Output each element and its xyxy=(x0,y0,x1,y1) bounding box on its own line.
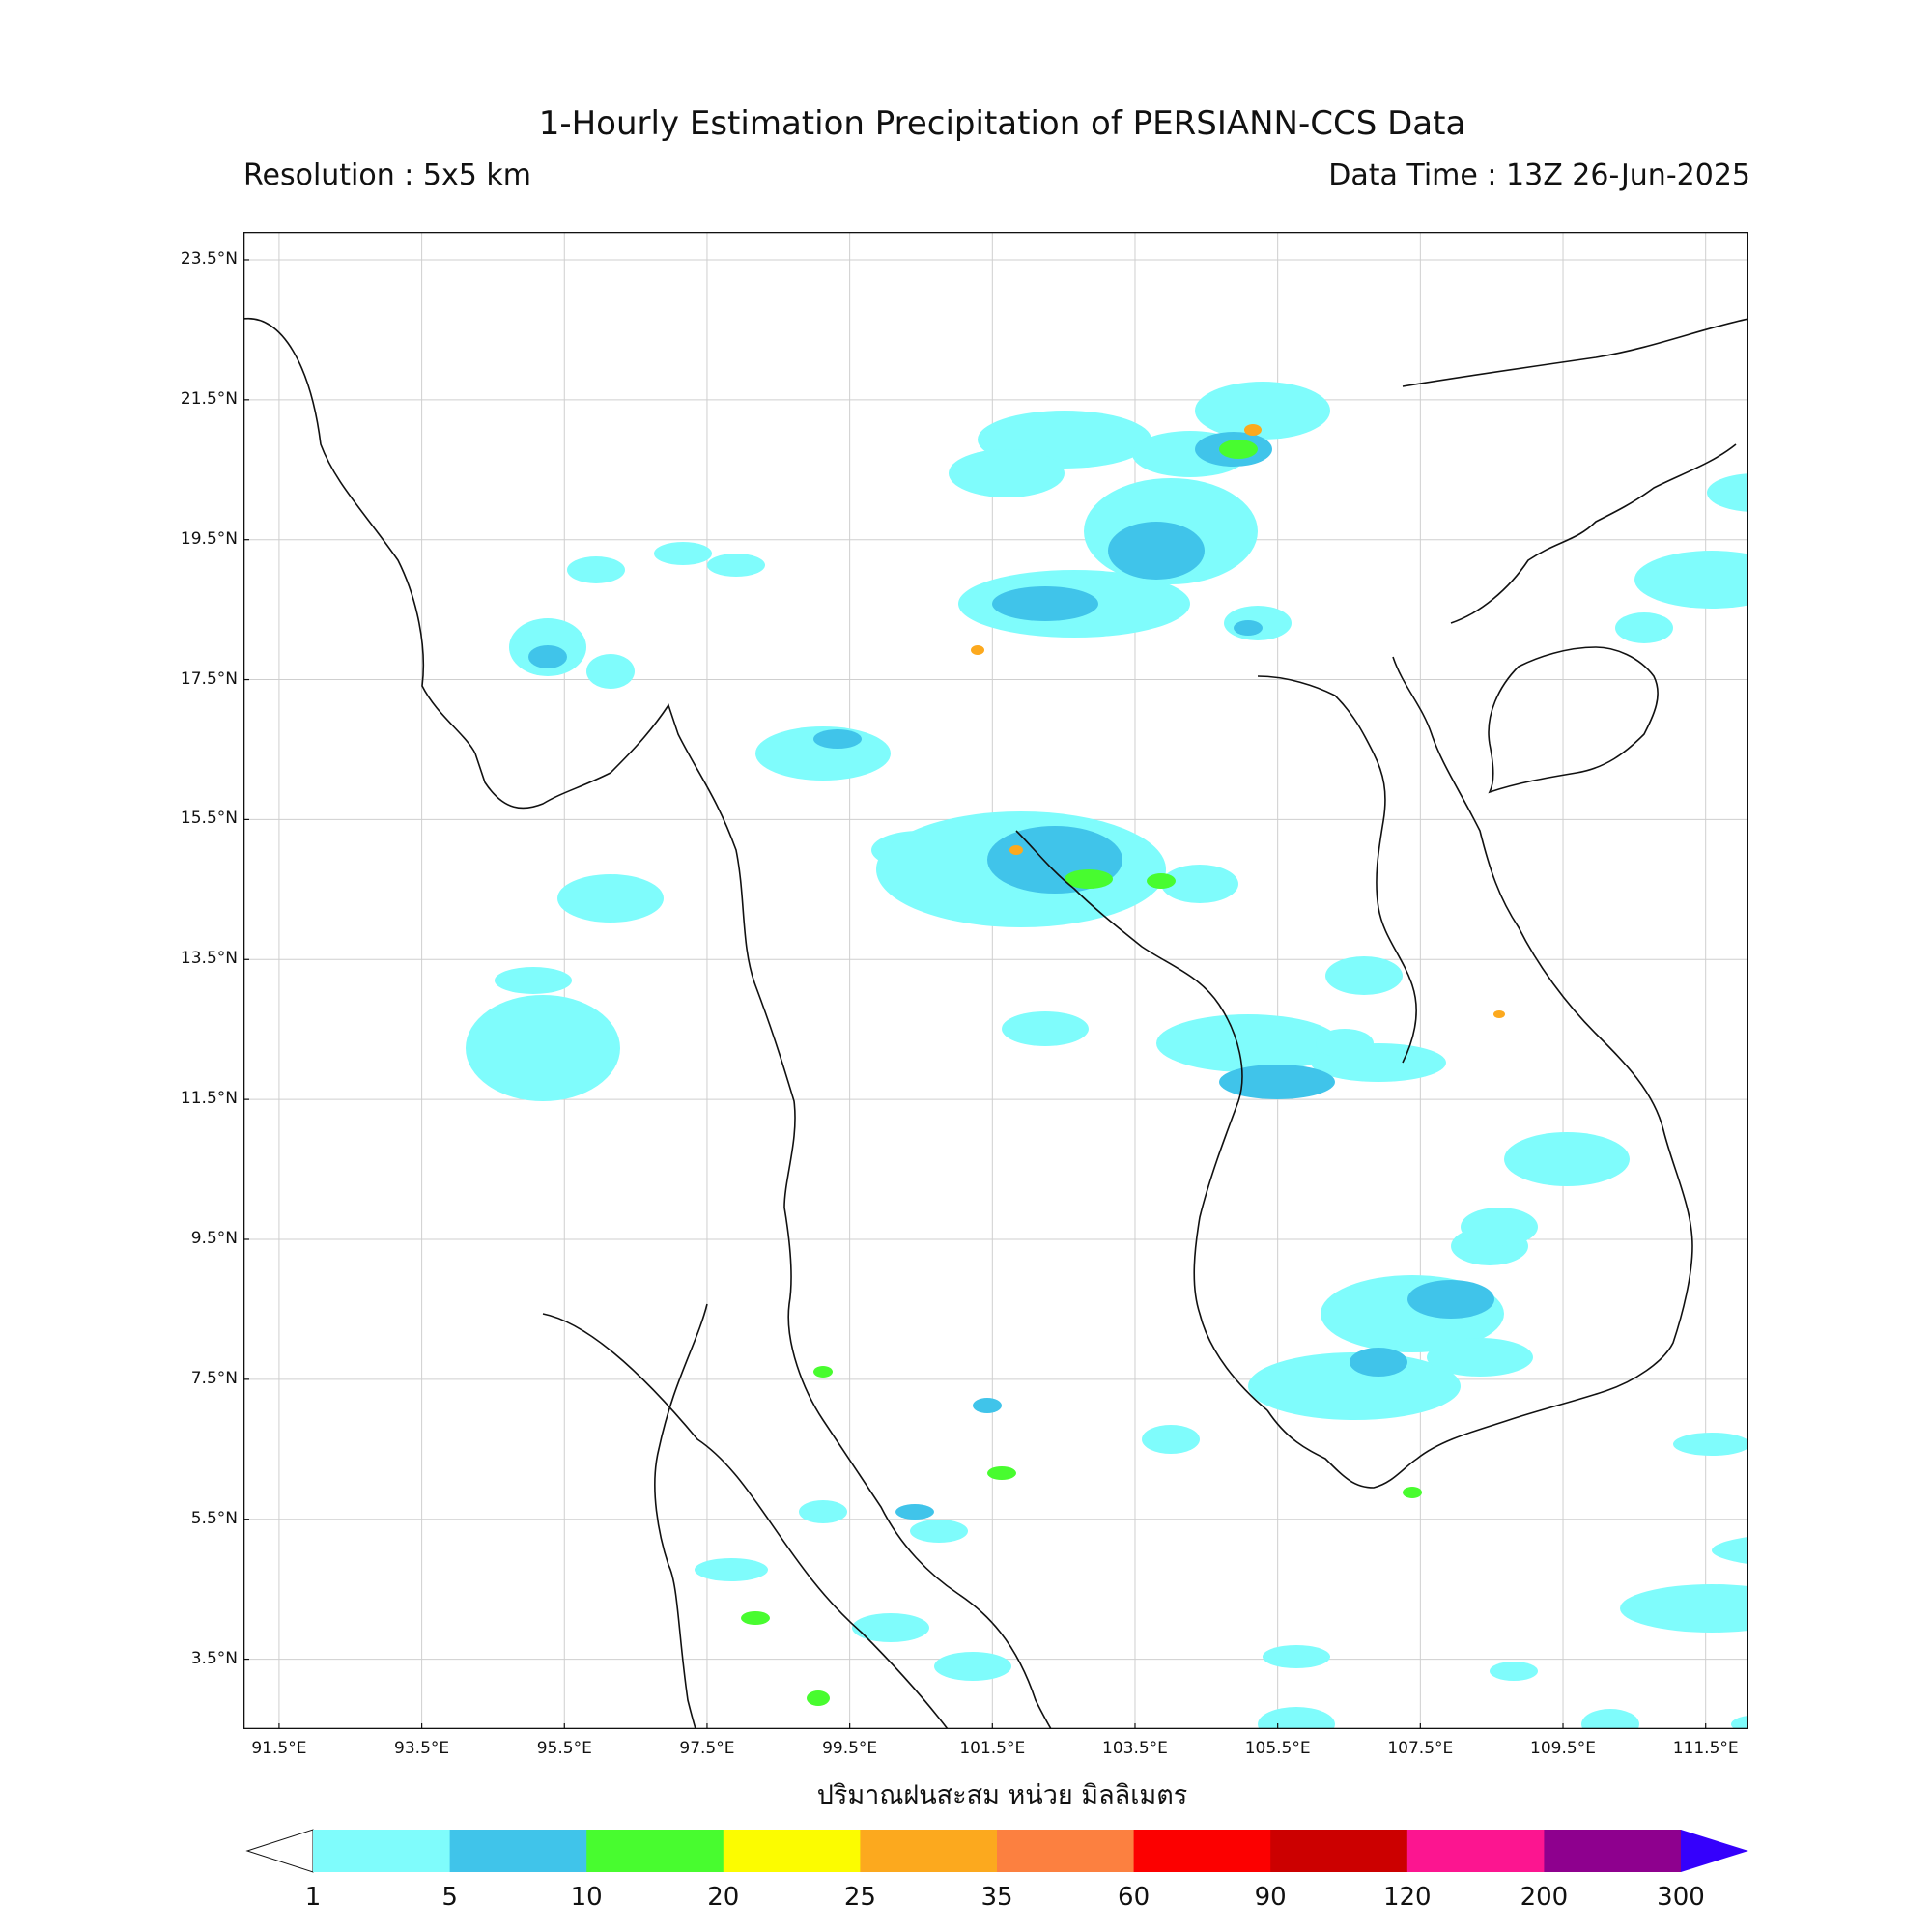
data-time-label: Data Time : 13Z 26-Jun-2025 xyxy=(1328,158,1750,192)
y-tick-label: 11.5°N xyxy=(180,1089,238,1109)
y-tick-label: 13.5°N xyxy=(180,949,238,969)
y-tick-label: 21.5°N xyxy=(180,388,238,409)
colorbar-tick-label: 35 xyxy=(980,1883,1012,1912)
colorbar-over-arrow xyxy=(1681,1830,1748,1872)
y-tick-label: 19.5°N xyxy=(180,528,238,549)
x-tick-label: 111.5°E xyxy=(1672,1739,1739,1758)
colorbar-tick-label: 300 xyxy=(1657,1883,1705,1912)
colorbar-tick-label: 200 xyxy=(1520,1883,1569,1912)
axis-ticks xyxy=(243,259,1707,1729)
colorbar-segment xyxy=(997,1830,1135,1872)
x-tick-label: 99.5°E xyxy=(822,1739,878,1758)
colorbar-tick-label: 1 xyxy=(305,1883,322,1912)
colorbar-segment xyxy=(313,1830,451,1872)
colorbar-segment xyxy=(860,1830,998,1872)
x-axis-label: ปริมาณฝนสะสม หน่วย มิลลิเมตร xyxy=(816,1780,1188,1810)
coastlines xyxy=(243,318,1748,1729)
x-tick-label: 91.5°E xyxy=(251,1739,307,1758)
colorbar-segment xyxy=(1406,1830,1545,1872)
page-title: 1-Hourly Estimation Precipitation of PER… xyxy=(538,104,1466,143)
y-tick-label: 23.5°N xyxy=(180,248,238,269)
colorbar-canvas: 1 5 10 20 25 35 60 90 120 200 300 xyxy=(245,1829,1748,1912)
y-tick-label: 15.5°N xyxy=(180,809,238,829)
colorbar-under-arrow xyxy=(245,1829,314,1873)
resolution-label: Resolution : 5x5 km xyxy=(243,158,531,192)
y-tick-label: 9.5°N xyxy=(190,1228,238,1248)
y-tick-label: 17.5°N xyxy=(180,668,238,689)
y-tick-label: 3.5°N xyxy=(190,1648,238,1668)
colorbar-tick-label: 25 xyxy=(844,1883,876,1912)
colorbar-segment xyxy=(1270,1830,1408,1872)
x-tick-label: 97.5°E xyxy=(679,1739,735,1758)
y-tick-label: 7.5°N xyxy=(190,1368,238,1388)
colorbar-segment xyxy=(1133,1830,1271,1872)
colorbar-segment xyxy=(723,1830,861,1872)
x-tick-label: 95.5°E xyxy=(536,1739,592,1758)
colorbar-tick-label: 60 xyxy=(1118,1883,1150,1912)
colorbar-tick-label: 120 xyxy=(1383,1883,1432,1912)
x-tick-label: 93.5°E xyxy=(394,1739,450,1758)
map-canvas xyxy=(243,232,1748,1729)
colorbar-segment xyxy=(586,1830,724,1872)
precipitation-overlay xyxy=(466,382,1748,1729)
y-tick-label: 5.5°N xyxy=(190,1508,238,1528)
map-border xyxy=(243,232,1748,1729)
x-tick-label: 103.5°E xyxy=(1102,1739,1168,1758)
colorbar-tick-label: 20 xyxy=(707,1883,739,1912)
precipitation-map xyxy=(243,232,1748,1729)
colorbar: 1 5 10 20 25 35 60 90 120 200 300 xyxy=(243,1820,1748,1917)
colorbar-tick-label: 10 xyxy=(571,1883,603,1912)
x-tick-label: 101.5°E xyxy=(959,1739,1026,1758)
x-tick-label: 105.5°E xyxy=(1244,1739,1311,1758)
colorbar-tick-label: 5 xyxy=(441,1883,458,1912)
colorbar-tick-label: 90 xyxy=(1255,1883,1287,1912)
x-tick-label: 107.5°E xyxy=(1387,1739,1454,1758)
colorbar-segment xyxy=(1544,1830,1682,1872)
x-tick-label: 109.5°E xyxy=(1530,1739,1596,1758)
colorbar-segment xyxy=(449,1830,587,1872)
